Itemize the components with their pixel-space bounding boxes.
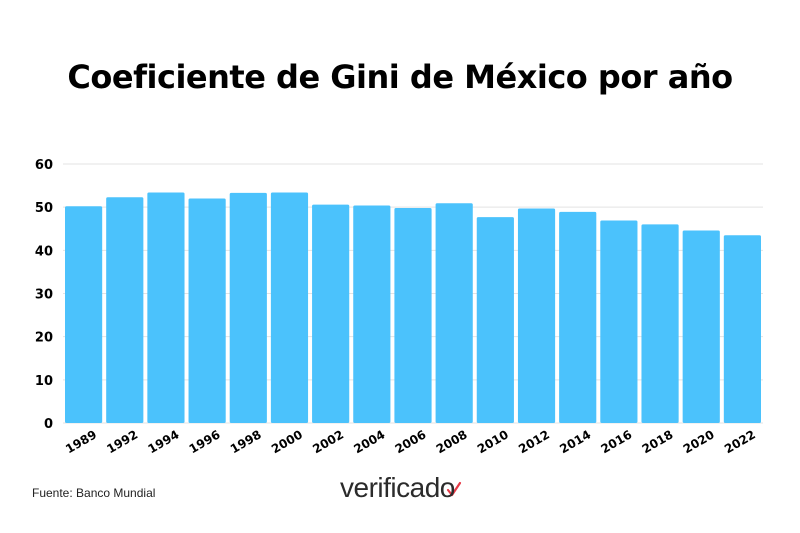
x-tick-label: 1992 — [104, 427, 140, 456]
bar-1989 — [65, 206, 103, 423]
bar-2006 — [394, 208, 432, 423]
bar-2004 — [353, 205, 391, 423]
bar-2010 — [476, 217, 514, 423]
x-tick-label: 1989 — [63, 427, 99, 456]
x-tick-label: 2014 — [557, 427, 593, 456]
x-tick-label: 2022 — [722, 427, 758, 456]
bar-1996 — [188, 198, 226, 423]
y-tick-label: 60 — [35, 158, 53, 173]
x-tick-label: 1996 — [187, 427, 223, 456]
bar-1992 — [106, 197, 144, 423]
bar-2014 — [559, 211, 597, 423]
logo-check-icon — [446, 481, 462, 497]
bar-2000 — [270, 192, 309, 423]
bar-2018 — [641, 224, 679, 423]
bar-2012 — [517, 208, 556, 423]
verificado-logo: verificado — [340, 472, 455, 504]
x-tick-label: 1998 — [228, 427, 264, 456]
bar-2008 — [435, 203, 473, 423]
x-tick-label: 2020 — [681, 427, 717, 456]
y-tick-label: 20 — [35, 331, 53, 346]
source-note: Fuente: Banco Mundial — [32, 486, 156, 500]
x-tick-label: 2010 — [475, 427, 511, 456]
y-tick-label: 40 — [35, 244, 53, 259]
y-tick-label: 30 — [35, 288, 53, 303]
y-tick-label: 0 — [44, 417, 53, 432]
x-tick-label: 2016 — [598, 427, 634, 456]
x-tick-label: 2006 — [393, 427, 429, 456]
chart-title: Coeficiente de Gini de México por año — [67, 58, 733, 96]
y-tick-label: 50 — [35, 201, 53, 216]
bar-1998 — [229, 192, 267, 423]
x-tick-label: 2004 — [351, 427, 387, 456]
x-tick-label: 2002 — [310, 427, 346, 456]
x-tick-label: 2018 — [640, 427, 676, 456]
x-tick-label: 2012 — [516, 427, 552, 456]
x-tick-label: 2000 — [269, 427, 305, 456]
bar-1994 — [147, 192, 185, 423]
x-tick-label: 1994 — [146, 427, 182, 456]
y-tick-label: 10 — [35, 374, 53, 389]
bar-2022 — [723, 235, 761, 423]
bar-2016 — [600, 220, 638, 423]
x-tick-label: 2008 — [434, 427, 470, 456]
bar-2020 — [682, 230, 720, 423]
logo-text: verificado — [340, 472, 455, 503]
bar-2002 — [312, 204, 350, 423]
